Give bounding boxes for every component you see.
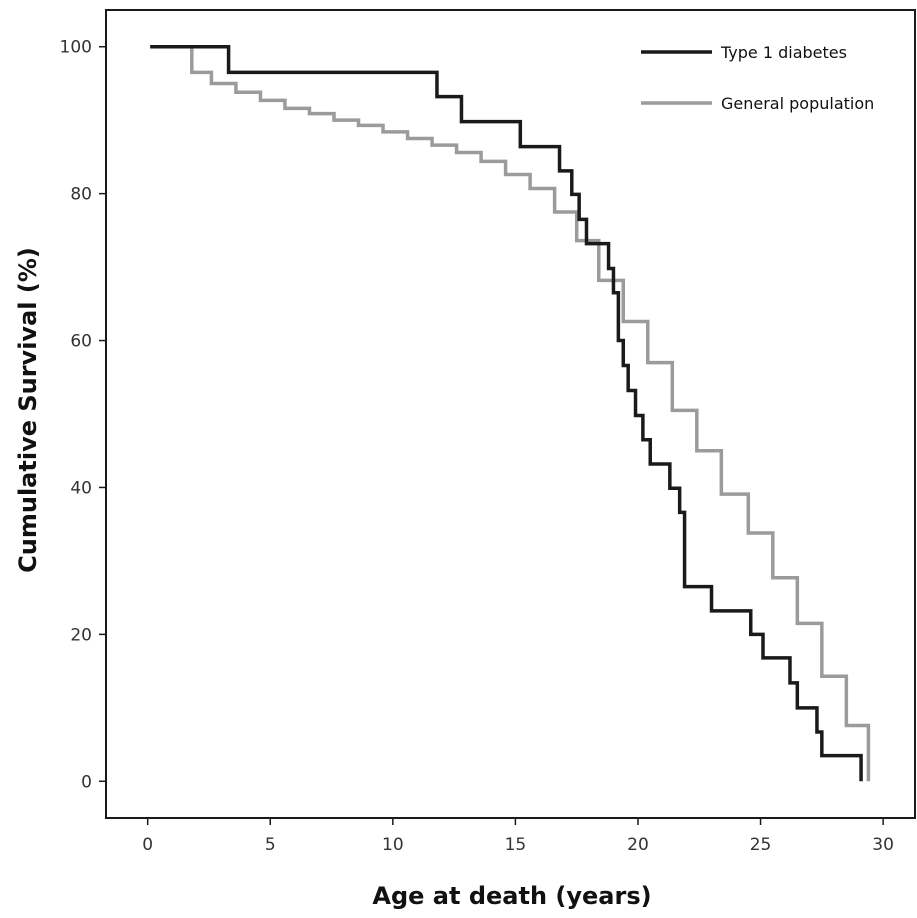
series-layer <box>150 44 871 782</box>
x-tick-label: 20 <box>627 835 649 855</box>
y-tick-label: 100 <box>60 38 92 58</box>
legend-label-general-population: General population <box>721 94 874 113</box>
legend-label-type-1-diabetes: Type 1 diabetes <box>720 43 847 62</box>
x-tick-label: 0 <box>142 835 153 855</box>
y-tick-label: 0 <box>81 772 92 792</box>
y-tick-label: 40 <box>70 478 92 498</box>
plot-frame <box>105 9 916 819</box>
y-tick-label: 60 <box>70 332 92 352</box>
y-tick-label: 80 <box>70 185 92 205</box>
x-tick-label: 10 <box>382 835 404 855</box>
y-tick-label: 20 <box>70 625 92 645</box>
x-tick-label: 30 <box>872 835 894 855</box>
x-axis-title: Age at death (years) <box>372 882 651 910</box>
axis-ticks: 0 5 10 15 20 25 30 0 20 40 60 80 100 <box>60 38 894 855</box>
legend: Type 1 diabetes General population <box>641 43 874 113</box>
series-line-general-population <box>184 44 871 782</box>
y-axis-title: Cumulative Survival (%) <box>14 247 42 573</box>
x-tick-label: 25 <box>750 835 772 855</box>
series-line-type-1-diabetes <box>150 44 863 782</box>
x-tick-label: 15 <box>505 835 527 855</box>
x-tick-label: 5 <box>265 835 276 855</box>
